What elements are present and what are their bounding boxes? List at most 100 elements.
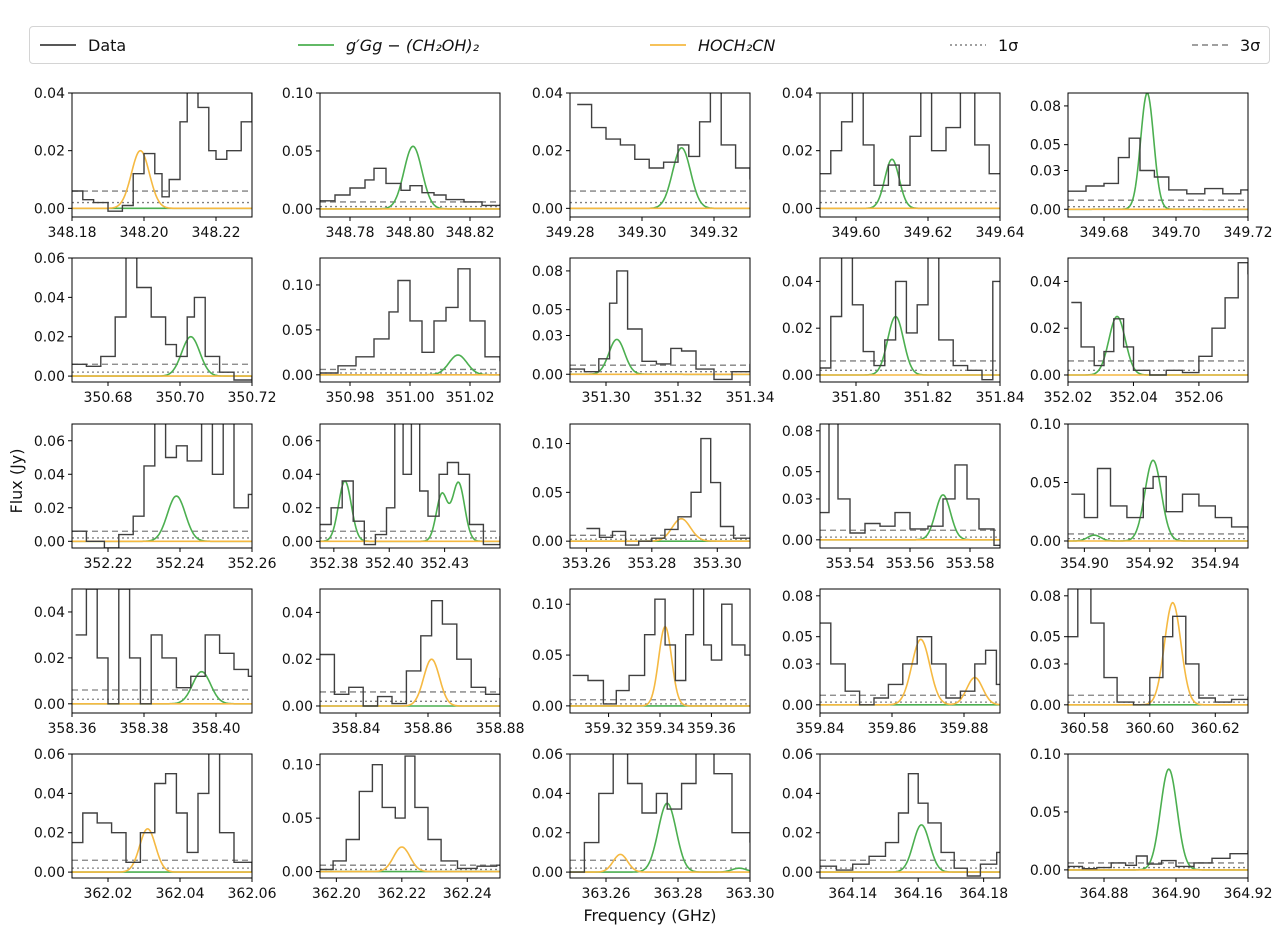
x-tick-label: 360.60 xyxy=(1125,721,1174,737)
y-tick-label: 0.04 xyxy=(282,467,313,483)
hoch2cn-model-curve xyxy=(72,827,252,873)
x-tick-label: 352.22 xyxy=(84,556,133,572)
x-tick-label: 363.28 xyxy=(654,886,703,902)
panel-plot-area xyxy=(320,600,500,707)
y-tick-label: 0.06 xyxy=(34,251,65,267)
panel-23: 363.26 363.28 363.30 0.00 0.02 0.04 0.06 xyxy=(532,747,775,902)
x-tick-label: 352.04 xyxy=(1109,390,1158,406)
data-step-line xyxy=(320,424,500,546)
panel-plot-area xyxy=(570,93,750,210)
x-tick-label: 362.22 xyxy=(377,886,426,902)
y-tick-label: 0.00 xyxy=(1030,202,1061,218)
x-tick-label: 349.72 xyxy=(1224,225,1273,241)
y-tick-label: 0.08 xyxy=(1030,99,1061,115)
x-tick-label: 363.30 xyxy=(726,886,775,902)
x-tick-label: 351.30 xyxy=(582,390,631,406)
y-tick-label: 0.00 xyxy=(532,865,563,881)
y-tick-label: 0.00 xyxy=(782,865,813,881)
data-step-line xyxy=(572,589,750,705)
x-tick-label: 353.56 xyxy=(886,556,935,572)
panel-plot-area xyxy=(570,754,750,873)
y-tick-label: 0.00 xyxy=(1030,698,1061,714)
x-tick-label: 358.40 xyxy=(192,721,241,737)
x-tick-label: 358.86 xyxy=(404,721,453,737)
panel-plot-area xyxy=(1068,459,1248,542)
legend-label-sigma3: 3σ xyxy=(1240,35,1261,55)
x-tick-label: 351.32 xyxy=(654,390,703,406)
legend-line-data xyxy=(40,44,76,46)
panel-19: 359.84 359.86 359.88 0.00 0.03 0.05 0.08 xyxy=(782,588,1001,737)
panel-plot-area xyxy=(320,424,500,546)
x-tick-label: 359.34 xyxy=(636,721,685,737)
x-tick-label: 350.70 xyxy=(156,390,205,406)
data-step-line xyxy=(570,754,750,873)
legend-label-sigma1: 1σ xyxy=(998,35,1019,55)
x-tick-label: 352.43 xyxy=(420,556,469,572)
panel-frame xyxy=(1067,588,1249,714)
y-tick-label: 0.05 xyxy=(282,323,313,339)
y-tick-label: 0.02 xyxy=(532,144,563,160)
panel-22: 362.20 362.22 362.24 0.00 0.05 0.10 xyxy=(282,753,501,902)
data-step-line xyxy=(820,773,1000,877)
panel-frame xyxy=(569,257,751,383)
y-tick-label: 0.03 xyxy=(1030,657,1061,673)
data-step-line xyxy=(320,167,500,207)
y-tick-label: 0.04 xyxy=(34,605,65,621)
hoch2cn-model-curve xyxy=(72,149,252,210)
x-tick-label: 349.28 xyxy=(546,225,595,241)
x-tick-label: 354.90 xyxy=(1060,556,1109,572)
panel-frame xyxy=(1067,92,1249,218)
x-tick-label: 350.98 xyxy=(326,390,375,406)
y-tick-label: 0.06 xyxy=(34,747,65,763)
x-tick-label: 362.20 xyxy=(312,886,361,902)
y-tick-label: 0.08 xyxy=(532,264,563,280)
panel-plot-area xyxy=(570,437,750,546)
y-tick-label: 0.00 xyxy=(532,367,563,383)
x-tick-label: 352.24 xyxy=(156,556,205,572)
y-tick-label: 0.00 xyxy=(282,368,313,384)
panel-frame xyxy=(71,257,253,383)
y-tick-label: 0.05 xyxy=(1030,630,1061,646)
panel-plot-area xyxy=(320,268,500,376)
y-tick-label: 0.00 xyxy=(282,202,313,218)
y-tick-label: 0.04 xyxy=(1030,274,1061,290)
y-tick-label: 0.05 xyxy=(1030,138,1061,154)
ggg-model-curve xyxy=(570,802,750,873)
x-tick-label: 362.04 xyxy=(156,886,205,902)
y-tick-label: 0.10 xyxy=(282,278,313,294)
legend-label-data: Data xyxy=(88,35,127,55)
y-tick-label: 0.02 xyxy=(34,651,65,667)
y-tick-label: 0.10 xyxy=(1030,417,1061,433)
x-tick-label: 362.02 xyxy=(84,886,133,902)
y-tick-label: 0.00 xyxy=(1030,368,1061,384)
y-tick-label: 0.04 xyxy=(34,467,65,483)
x-tick-label: 358.84 xyxy=(332,721,381,737)
panel-14: 353.54 353.56 353.58 0.00 0.03 0.05 0.08 xyxy=(782,423,1001,572)
x-tick-label: 354.94 xyxy=(1191,556,1240,572)
panel-plot-area xyxy=(820,773,1000,877)
x-tick-label: 358.88 xyxy=(476,721,525,737)
panel-plot-area xyxy=(570,589,750,707)
legend-label-hoch2cn: HOCH₂CN xyxy=(698,35,776,55)
x-tick-label: 348.78 xyxy=(326,225,375,241)
y-tick-label: 0.03 xyxy=(532,329,563,345)
data-step-line xyxy=(72,93,252,212)
legend-line-sigma3 xyxy=(1192,44,1228,46)
ggg-model-curve xyxy=(1068,459,1248,542)
y-tick-label: 0.10 xyxy=(532,437,563,453)
ggg-model-curve xyxy=(570,338,750,376)
panel-frame xyxy=(819,753,1001,879)
panel-plot-area xyxy=(1068,768,1248,871)
legend-item-ggg: g′Gg − (CH₂OH)₂ xyxy=(298,27,479,63)
legend-item-hoch2cn: HOCH₂CN xyxy=(650,27,775,63)
data-step-line xyxy=(320,600,500,707)
y-tick-label: 0.00 xyxy=(532,699,563,715)
y-tick-label: 0.05 xyxy=(282,144,313,160)
data-step-line xyxy=(1071,262,1248,376)
x-tick-label: 364.18 xyxy=(959,886,1008,902)
ggg-model-curve xyxy=(1068,93,1248,211)
y-tick-label: 0.02 xyxy=(34,501,65,517)
y-tick-label: 0.00 xyxy=(782,698,813,714)
x-tick-label: 364.92 xyxy=(1224,886,1273,902)
x-tick-label: 364.14 xyxy=(828,886,877,902)
